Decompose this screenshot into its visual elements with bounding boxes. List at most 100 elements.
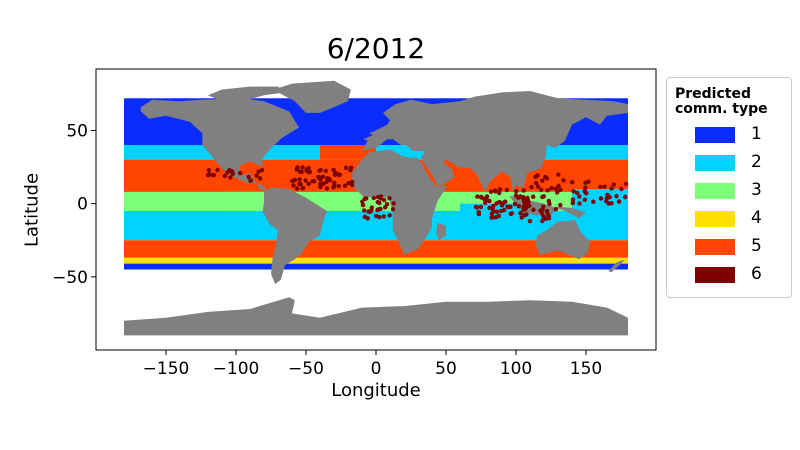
patch-east-pacific-3 [222,191,264,211]
type-6-point [378,206,383,212]
type-6-point [602,184,607,189]
type-6-point [381,214,386,219]
x-tick-label: −100 [213,359,260,379]
south-america-land [262,187,327,285]
legend-title-line2: comm. type [675,101,768,117]
legend-label: 3 [751,180,762,200]
legend-label: 5 [751,236,762,256]
type-6-point [387,213,392,218]
type-6-point [623,194,628,200]
y-tick-label: 0 [77,195,88,215]
legend-label: 6 [751,264,762,284]
type-6-point [387,196,392,201]
type-6-point [306,181,311,186]
type-6-point [611,182,616,187]
type-6-point [318,167,323,173]
legend-item-3: 3 [695,180,785,201]
type-6-point [523,207,528,212]
type-6-point [225,170,230,175]
canadian-arctic-land [208,86,285,102]
type-6-point [382,197,387,203]
type-6-point [531,207,536,212]
type-6-point [297,169,303,174]
patch-atlantic-5 [320,145,376,160]
legend-label: 4 [751,208,762,228]
type-6-point [527,218,533,224]
type-6-point [575,190,580,195]
type-6-point [254,173,259,178]
type-6-point [297,177,302,182]
legend-swatch [695,211,735,227]
type-6-point [494,209,499,214]
type-6-point [290,178,295,184]
type-6-point [390,207,396,212]
band-type-1-south [124,263,628,270]
legend-swatch [695,183,735,199]
legend-item-6: 6 [695,264,785,285]
type-6-point [524,212,529,217]
band-type-4-south [124,257,628,264]
legend-swatch [695,155,735,171]
type-6-point [331,167,336,173]
type-6-point [489,211,495,216]
type-6-point [540,218,545,224]
type-6-point [553,186,558,191]
x-tick-label: 0 [371,359,382,379]
type-6-point [259,167,265,173]
type-6-point [533,180,539,186]
type-6-point [303,178,308,183]
type-6-point [556,183,561,189]
type-6-point [391,201,396,206]
type-6-point [336,183,341,189]
legend-item-5: 5 [695,236,785,257]
type-6-point [295,186,300,191]
type-6-point [348,167,353,173]
type-6-point [525,199,530,205]
type-6-point [509,211,515,216]
type-6-point [614,194,619,199]
type-6-point [360,202,366,208]
type-6-point [506,204,511,210]
type-6-point [538,208,543,213]
y-tick-label: 50 [66,121,88,141]
type-6-point [324,186,330,191]
legend-swatch [695,239,735,255]
type-6-point [570,180,575,185]
legend-swatch [695,267,735,283]
type-6-point [206,168,212,173]
type-6-point [248,178,254,183]
type-6-point [531,194,536,199]
type-6-point [514,189,519,194]
x-tick-label: −50 [288,359,324,379]
legend-label: 1 [751,124,762,144]
type-6-point [291,183,296,188]
type-6-point [490,206,495,211]
type-6-point [479,195,484,200]
type-6-point [533,174,538,179]
type-6-point [326,176,332,181]
type-6-point [310,179,315,184]
type-6-point [318,177,323,182]
type-6-point [490,215,495,220]
type-6-point [476,211,482,217]
type-6-point [497,190,502,196]
type-6-point [558,202,563,208]
type-6-point [591,199,596,204]
type-6-point [543,174,548,180]
type-6-point [256,169,261,174]
type-6-point [516,204,522,209]
type-6-point [544,208,550,214]
type-6-point [366,209,371,214]
type-6-point [546,216,552,221]
type-6-point [295,165,300,170]
type-6-point [598,196,604,201]
type-6-point [257,176,263,181]
type-6-point [584,191,589,196]
legend-item-4: 4 [695,208,785,229]
type-6-point [300,186,305,191]
north-america-land [140,98,299,192]
type-6-point [488,189,494,194]
type-6-point [501,207,507,213]
legend: Predicted comm. type 1 2 3 4 5 6 [666,77,792,298]
